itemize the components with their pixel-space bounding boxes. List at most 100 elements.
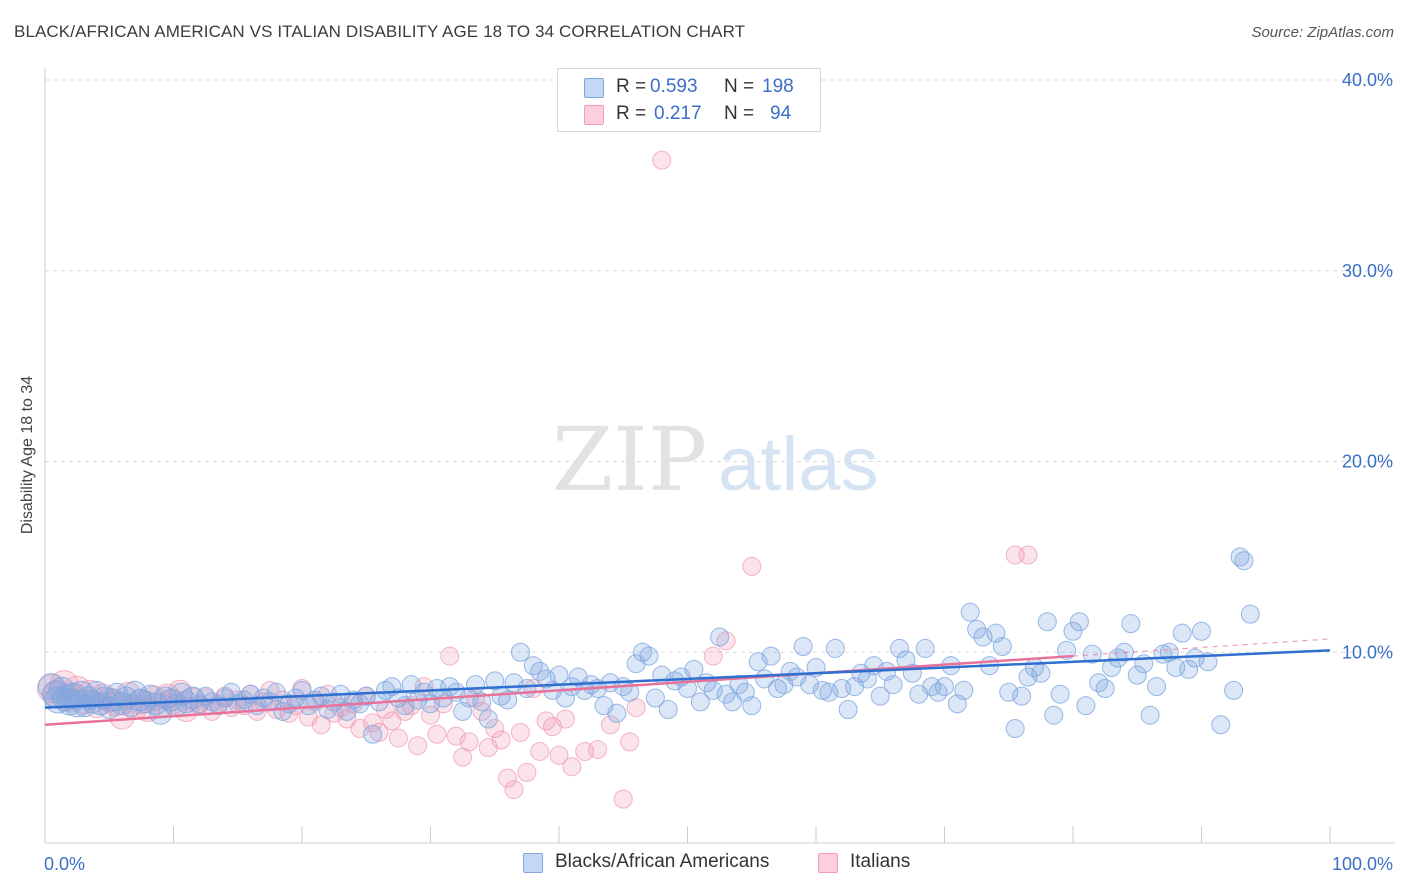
blacks-point: [536, 669, 556, 689]
blacks-point: [870, 686, 890, 706]
blacks-point: [273, 701, 293, 721]
blacks-point: [1095, 678, 1115, 698]
blacks-point: [1211, 715, 1231, 735]
legend-row-blue: R = 0.593 N = 198: [558, 75, 820, 101]
italians-point: [369, 722, 389, 742]
italians-point: [491, 730, 511, 750]
blacks-point: [1076, 696, 1096, 716]
trend-lines: [44, 638, 1331, 726]
blacks-point: [517, 678, 537, 698]
blacks-point: [1147, 677, 1167, 697]
blacks-point: [658, 699, 678, 719]
italians-point: [388, 728, 408, 748]
blacks-point: [620, 682, 640, 702]
n-label: N =: [724, 103, 755, 124]
blacks-point: [761, 646, 781, 666]
legend-row-pink: R = 0.217 N = 94: [558, 102, 820, 128]
blacks-point: [1121, 614, 1141, 634]
italians-point: [517, 762, 537, 782]
italians-point: [363, 713, 383, 733]
blacks-point: [1224, 680, 1244, 700]
blacks-point: [703, 680, 723, 700]
blacks-point: [722, 692, 742, 712]
blacks-point: [498, 690, 518, 710]
blacks-point: [960, 602, 980, 622]
blacks-point: [883, 675, 903, 695]
italians-point: [555, 709, 575, 729]
italians-point: [421, 705, 440, 725]
blacks-point: [1140, 705, 1160, 725]
italians-point: [382, 711, 402, 731]
chart-title: BLACK/AFRICAN AMERICAN VS ITALIAN DISABI…: [14, 22, 746, 41]
blacks-point: [530, 661, 550, 681]
blacks-point: [472, 692, 492, 712]
blacks-point: [915, 638, 935, 658]
n-label: N =: [724, 76, 755, 97]
r-label: R =: [616, 76, 647, 97]
blacks-point: [1192, 621, 1211, 641]
grid-lines: [45, 79, 1395, 653]
italians-point: [376, 699, 396, 719]
blacks-point: [838, 699, 858, 719]
italians-point: [620, 732, 640, 752]
blacks-trend-line: [44, 649, 1331, 709]
italians-point: [562, 757, 582, 777]
italians-point: [260, 680, 280, 700]
italians-point: [1018, 545, 1038, 565]
blacks-point: [356, 686, 376, 706]
italians-trend-line: [44, 654, 1074, 726]
blacks-point: [1044, 705, 1064, 725]
blacks-point: [639, 646, 659, 666]
italians-point: [472, 701, 492, 721]
blacks-point: [1127, 665, 1147, 685]
italians-point: [600, 715, 620, 735]
italians-point: [446, 726, 466, 746]
y-tick-label: 20.0%: [1342, 452, 1393, 472]
blacks-point: [1234, 551, 1254, 571]
blacks-point: [954, 680, 974, 700]
italians-point: [530, 741, 550, 761]
blacks-point: [1082, 644, 1102, 664]
blacks-point: [363, 724, 383, 744]
italians-point: [652, 150, 672, 170]
blacks-point: [1018, 667, 1038, 687]
blacks-point: [800, 675, 820, 695]
blacks-point: [716, 684, 736, 704]
r-label: R =: [616, 103, 647, 124]
blacks-point: [465, 675, 485, 695]
x-tick-label: 100.0%: [1332, 854, 1393, 874]
italians-point: [350, 719, 370, 739]
watermark-zip: ZIP: [552, 408, 707, 511]
series-label: Italians: [850, 851, 911, 872]
blacks-point: [890, 638, 910, 658]
source-label: Source: ZipAtlas.com: [1251, 24, 1394, 41]
blacks-point: [1037, 612, 1057, 632]
pink-swatch: [818, 853, 838, 873]
x-tick-label: 0.0%: [44, 854, 85, 874]
blacks-point: [1198, 652, 1218, 672]
blacks-point: [710, 627, 730, 647]
blacks-point: [1069, 612, 1089, 632]
italians-point: [549, 745, 569, 765]
blacks-point: [825, 638, 845, 658]
blacks-point: [742, 696, 762, 716]
italians-point: [498, 768, 518, 788]
blacks-point: [973, 627, 993, 647]
pink-swatch: [584, 105, 604, 125]
n-value: 94: [770, 103, 792, 124]
series-label: Blacks/African Americans: [555, 851, 770, 872]
blacks-point: [690, 692, 710, 712]
tick-labels: 10.0% 20.0% 30.0% 40.0% 0.0% 100.0%: [44, 70, 1393, 874]
blacks-point: [1179, 659, 1199, 679]
italians-point: [613, 789, 633, 809]
italians-trend-extension: [1072, 638, 1331, 657]
watermark: ZIP atlas: [552, 408, 879, 511]
blue-swatch: [523, 853, 543, 873]
blacks-point: [1057, 640, 1077, 660]
blacks-point: [1230, 547, 1250, 567]
blacks-point: [1063, 621, 1083, 641]
blacks-point: [478, 709, 498, 729]
italians-point: [408, 736, 428, 756]
blacks-point: [992, 637, 1012, 657]
blacks-point: [967, 619, 987, 639]
